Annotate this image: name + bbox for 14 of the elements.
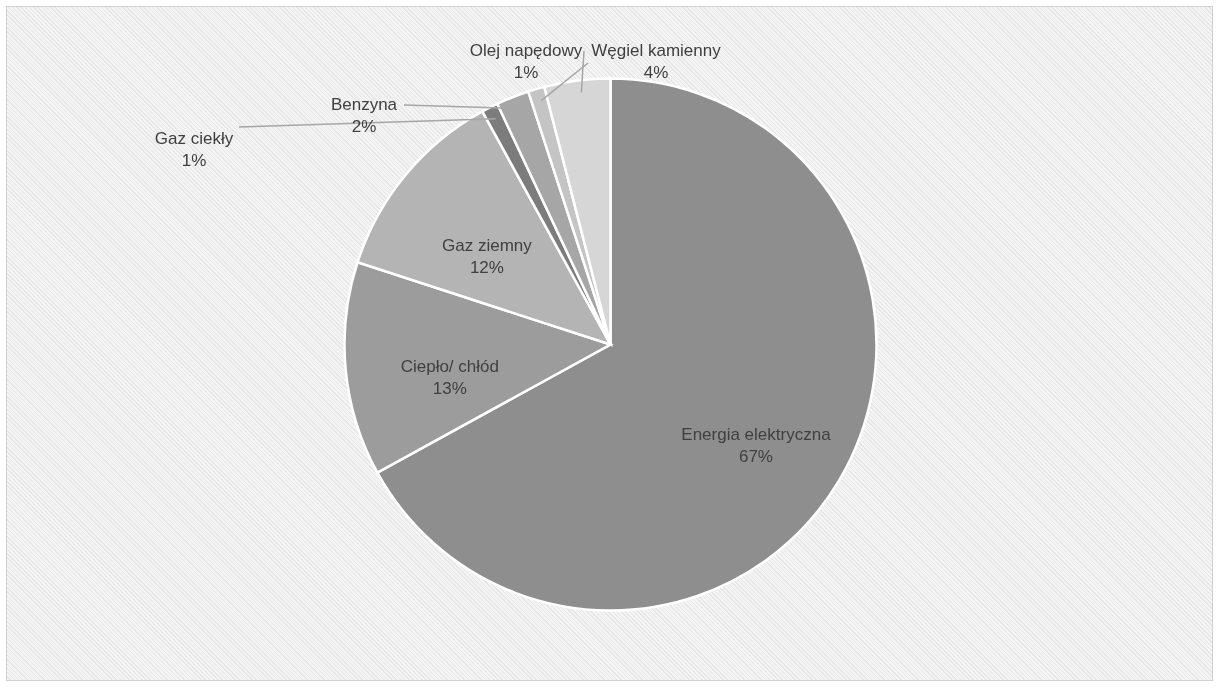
slice-label: Węgiel kamienny <box>591 41 722 60</box>
slice-label: Energia elektryczna <box>681 424 832 444</box>
slice-label: Ciepło/ chłód <box>400 356 499 376</box>
data-label: 2% <box>351 117 377 136</box>
data-label: 13% <box>432 378 467 398</box>
slice-label: Olej napędowy <box>469 41 583 60</box>
slice-label: Benzyna <box>330 95 398 114</box>
data-label: 12% <box>469 257 504 277</box>
data-label: 67% <box>738 446 773 466</box>
data-label: 4% <box>643 63 669 82</box>
data-label: 1% <box>513 63 539 82</box>
data-label: 1% <box>181 151 207 170</box>
slice-label: Gaz ciekły <box>154 129 234 148</box>
slice-label: Gaz ziemny <box>442 235 533 255</box>
